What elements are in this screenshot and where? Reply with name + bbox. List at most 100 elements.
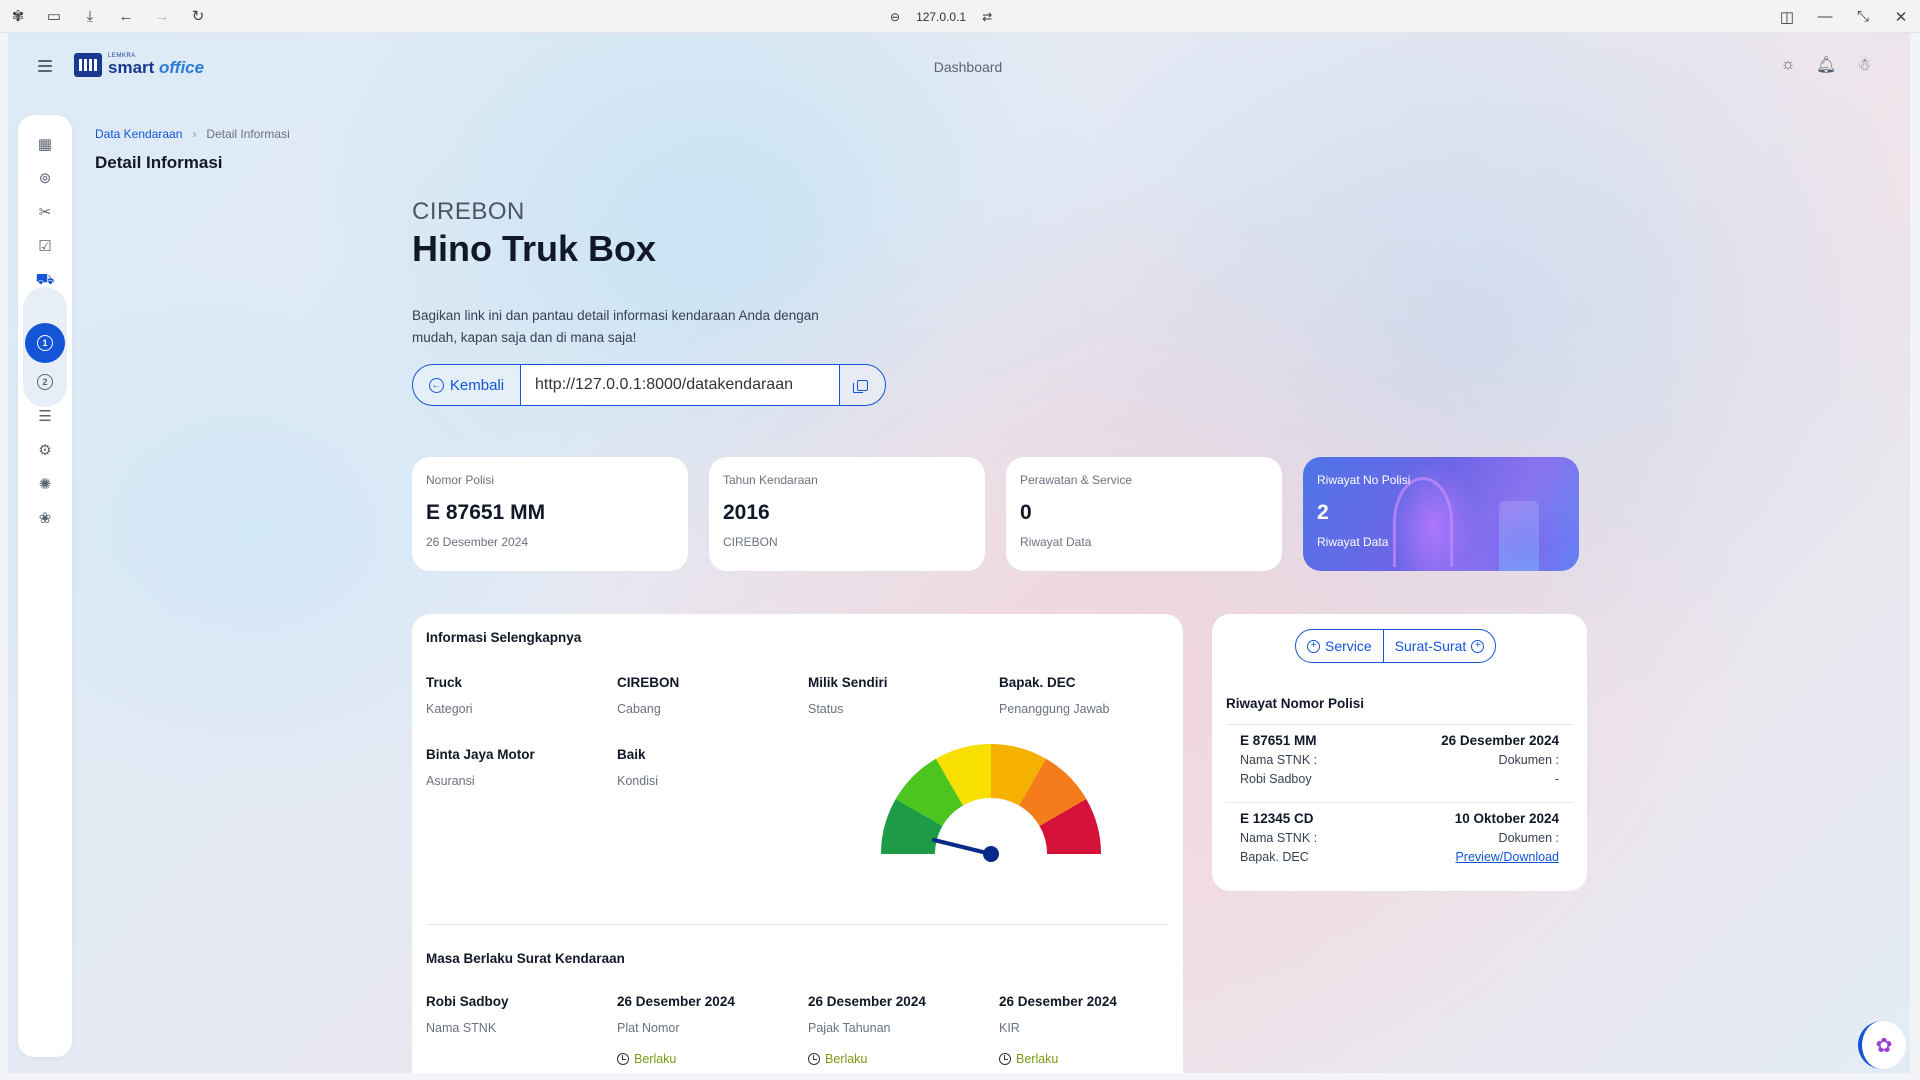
gauge-hub: [983, 846, 999, 862]
sidebar-chip-icon[interactable]: ⊚: [38, 170, 52, 187]
browser-menu-icon[interactable]: ✾: [11, 8, 25, 25]
field-key: Penanggung Jawab: [999, 702, 1110, 716]
stat-label: Riwayat No Polisi: [1317, 473, 1411, 487]
download-icon[interactable]: ⤓: [86, 7, 94, 25]
app-topbar: LEMKRA smart office Dashboard ☼ 🔔︎ ☃: [8, 33, 1910, 103]
doc-label: Dokumen :: [1498, 753, 1559, 767]
sidebar-spacer: [30, 333, 60, 363]
gauge-segment: [1019, 758, 1087, 826]
stat-sub: Riwayat Data: [1020, 535, 1092, 549]
topbar-heading: Dashboard: [933, 59, 1003, 75]
stat-label: Perawatan & Service: [1020, 473, 1133, 487]
gauge-needle: [932, 838, 993, 856]
sidebar-sliders-icon[interactable]: ☰: [38, 408, 52, 425]
assistant-fab[interactable]: ✿: [1858, 1021, 1906, 1069]
clock-icon: [808, 1053, 820, 1065]
sidebar-item-2[interactable]: 2: [30, 367, 60, 397]
breadcrumb-separator-icon: ›: [192, 127, 197, 141]
history-plate: E 87651 MM: [1240, 733, 1317, 748]
address-bar[interactable]: ⊖ 127.0.0.1 ⇄: [890, 6, 992, 27]
copy-link-button[interactable]: [839, 365, 885, 405]
sidebar-dashboard-icon[interactable]: ▦: [37, 136, 53, 153]
gauge-segment: [1039, 799, 1101, 854]
info-field-branch: CIREBON Cabang: [617, 675, 679, 716]
info-field-insurance: Binta Jaya Motor Asuransi: [426, 747, 535, 788]
field-value: Robi Sadboy: [426, 994, 509, 1009]
close-icon[interactable]: ✕: [1894, 8, 1908, 26]
split-view-icon[interactable]: ◫: [1779, 8, 1795, 26]
forward-icon[interactable]: →: [154, 7, 170, 25]
app-logo[interactable]: LEMKRA smart office: [74, 53, 204, 77]
breadcrumb-current: Detail Informasi: [206, 127, 290, 141]
stat-sub: Riwayat Data: [1317, 535, 1389, 549]
stat-card-year: Tahun Kendaraan 2016 CIREBON: [709, 457, 985, 571]
plus-circle-icon: +: [1471, 639, 1485, 653]
info-field-responsible: Bapak. DEC Penanggung Jawab: [999, 675, 1110, 716]
share-url-field[interactable]: http://127.0.0.1:8000/datakendaraan: [521, 365, 839, 405]
back-button[interactable]: ← Kembali: [413, 365, 521, 405]
service-button-label: Service: [1325, 638, 1372, 654]
stat-card-plate-history[interactable]: Riwayat No Polisi 2 Riwayat Data: [1303, 457, 1579, 571]
field-value: Binta Jaya Motor: [426, 747, 535, 762]
gauge-segment: [881, 799, 943, 854]
documents-button[interactable]: Surat-Surat +: [1382, 630, 1496, 662]
back-button-label: Kembali: [449, 376, 505, 394]
site-settings-icon[interactable]: ⇄: [982, 9, 993, 24]
sidebar-palette-icon[interactable]: ❀: [38, 510, 52, 527]
stat-value: 0: [1020, 501, 1032, 524]
sidebar-item-1-active[interactable]: 1: [25, 323, 65, 363]
sidebar-tools-icon[interactable]: ✂: [38, 204, 52, 221]
number-one-icon: 1: [37, 335, 53, 351]
arrow-left-circle-icon: ←: [428, 377, 444, 393]
info-divider: [426, 924, 1169, 925]
logo-mark-icon: [74, 53, 102, 77]
app-window: LEMKRA smart office Dashboard ☼ 🔔︎ ☃ ▦ ⊚…: [8, 33, 1910, 1073]
validity-title: Masa Berlaku Surat Kendaraan: [426, 951, 625, 966]
info-field-condition: Baik Kondisi: [617, 747, 658, 788]
clock-icon: [999, 1053, 1011, 1065]
restore-icon[interactable]: ⤡: [1856, 8, 1869, 25]
reload-icon[interactable]: ↻: [191, 8, 205, 25]
preview-download-link[interactable]: Preview/Download: [1455, 850, 1559, 864]
browser-toolbar: ✾ ▭ ⤓ ← → ↻ ⊖ 127.0.0.1 ⇄ ◫ — ⤡ ✕: [0, 0, 1920, 33]
stnk-label: Nama STNK :: [1240, 753, 1318, 767]
address-text[interactable]: 127.0.0.1: [916, 9, 967, 24]
service-button[interactable]: + Service: [1296, 630, 1383, 662]
decorative-flamingo-shape: [1393, 477, 1453, 567]
history-date: 10 Oktober 2024: [1454, 811, 1559, 826]
sidebar-toggle-icon[interactable]: ▭: [46, 8, 62, 25]
field-key: Cabang: [617, 702, 661, 716]
notification-bell-icon[interactable]: 🔔︎: [1815, 57, 1837, 74]
plate-history-card: + Service Surat-Surat + Riwayat Nomor Po…: [1212, 614, 1587, 891]
sidebar-vehicle-icon[interactable]: ⛟: [35, 270, 55, 288]
vehicle-city: CIREBON: [412, 198, 525, 225]
breadcrumb-parent-link[interactable]: Data Kendaraan: [95, 127, 183, 141]
field-key: Nama STNK: [426, 1021, 497, 1035]
sidebar-clipboard-icon[interactable]: ☑: [38, 238, 52, 255]
history-segment-control: + Service Surat-Surat +: [1295, 629, 1497, 663]
theme-toggle-icon[interactable]: ☼: [1780, 56, 1796, 73]
status-label: Berlaku: [825, 1052, 868, 1066]
site-info-icon[interactable]: ⊖: [890, 9, 901, 24]
documents-button-label: Surat-Surat: [1394, 638, 1467, 654]
minimize-icon[interactable]: —: [1817, 8, 1833, 25]
menu-toggle-icon[interactable]: [38, 57, 58, 77]
back-icon[interactable]: ←: [118, 7, 134, 25]
field-key: KIR: [999, 1021, 1020, 1035]
condition-gauge: [881, 744, 1101, 862]
logo-small-text: LEMKRA: [108, 53, 136, 59]
status-badge-tax: Berlaku: [808, 1052, 867, 1066]
logo-text-accent: office: [159, 58, 205, 77]
stat-card-plate: Nomor Polisi E 87651 MM 26 Desember 2024: [412, 457, 688, 571]
sidebar-settings-icon[interactable]: ⚙: [38, 442, 52, 459]
user-avatar-icon[interactable]: ☃: [1856, 57, 1872, 74]
field-value: Milik Sendiri: [808, 675, 888, 690]
doc-label: Dokumen :: [1498, 831, 1559, 845]
clock-icon: [617, 1053, 629, 1065]
sidebar-brain-icon[interactable]: ✺: [38, 476, 52, 493]
field-key: Kategori: [426, 702, 473, 716]
status-badge-kir: Berlaku: [999, 1052, 1058, 1066]
stat-value: 2: [1317, 501, 1329, 524]
share-link-group: ← Kembali http://127.0.0.1:8000/datakend…: [412, 364, 886, 406]
field-value: Truck: [426, 675, 463, 690]
